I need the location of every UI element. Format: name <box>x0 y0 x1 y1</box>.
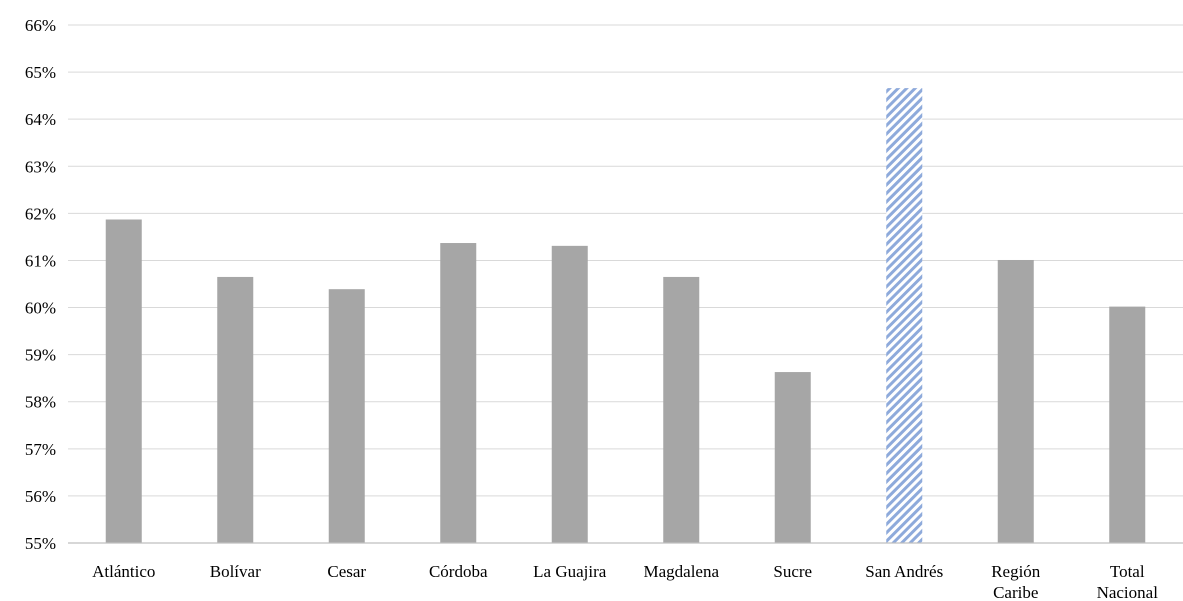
x-category-label: Bolívar <box>210 562 261 581</box>
bar-highlighted <box>886 88 923 544</box>
y-tick-label: 59% <box>25 346 56 365</box>
x-category-label: Cesar <box>327 562 366 581</box>
x-category-label: La Guajira <box>533 562 607 581</box>
y-axis-tick-labels: 55% 56% 57% 58% 59% 60% 61% 62% 63% 64% 65% 66% <box>25 16 56 553</box>
x-category-label: Total <box>1110 562 1145 581</box>
x-category-label: Nacional <box>1097 583 1159 601</box>
x-category-label: San Andrés <box>865 562 943 581</box>
gridlines <box>68 24 1183 497</box>
bar <box>1109 306 1146 543</box>
bar <box>774 372 811 543</box>
bar <box>551 245 588 543</box>
y-tick-label: 66% <box>25 16 56 35</box>
x-axis-category-labels: Atlántico Bolívar Cesar Córdoba La Guajira Ma… <box>92 562 1158 601</box>
x-category-label: Córdoba <box>429 562 488 581</box>
bar <box>105 219 142 543</box>
x-category-label: Magdalena <box>643 562 719 581</box>
x-category-label: Sucre <box>773 562 812 581</box>
bar <box>997 259 1034 543</box>
y-tick-label: 62% <box>25 204 56 223</box>
y-tick-label: 61% <box>25 251 56 270</box>
bar <box>663 276 700 543</box>
bar <box>328 289 365 543</box>
bar <box>217 276 254 543</box>
bars <box>105 88 1146 544</box>
y-tick-label: 58% <box>25 393 56 412</box>
y-tick-label: 60% <box>25 299 56 318</box>
x-category-label: Caribe <box>993 583 1038 601</box>
y-tick-label: 64% <box>25 110 56 129</box>
x-category-label: Región <box>991 562 1041 581</box>
y-tick-label: 55% <box>25 534 56 553</box>
y-tick-label: 65% <box>25 63 56 82</box>
y-tick-label: 57% <box>25 440 56 459</box>
x-category-label: Atlántico <box>92 562 155 581</box>
bar <box>440 243 477 543</box>
y-tick-label: 63% <box>25 157 56 176</box>
y-tick-label: 56% <box>25 487 56 506</box>
